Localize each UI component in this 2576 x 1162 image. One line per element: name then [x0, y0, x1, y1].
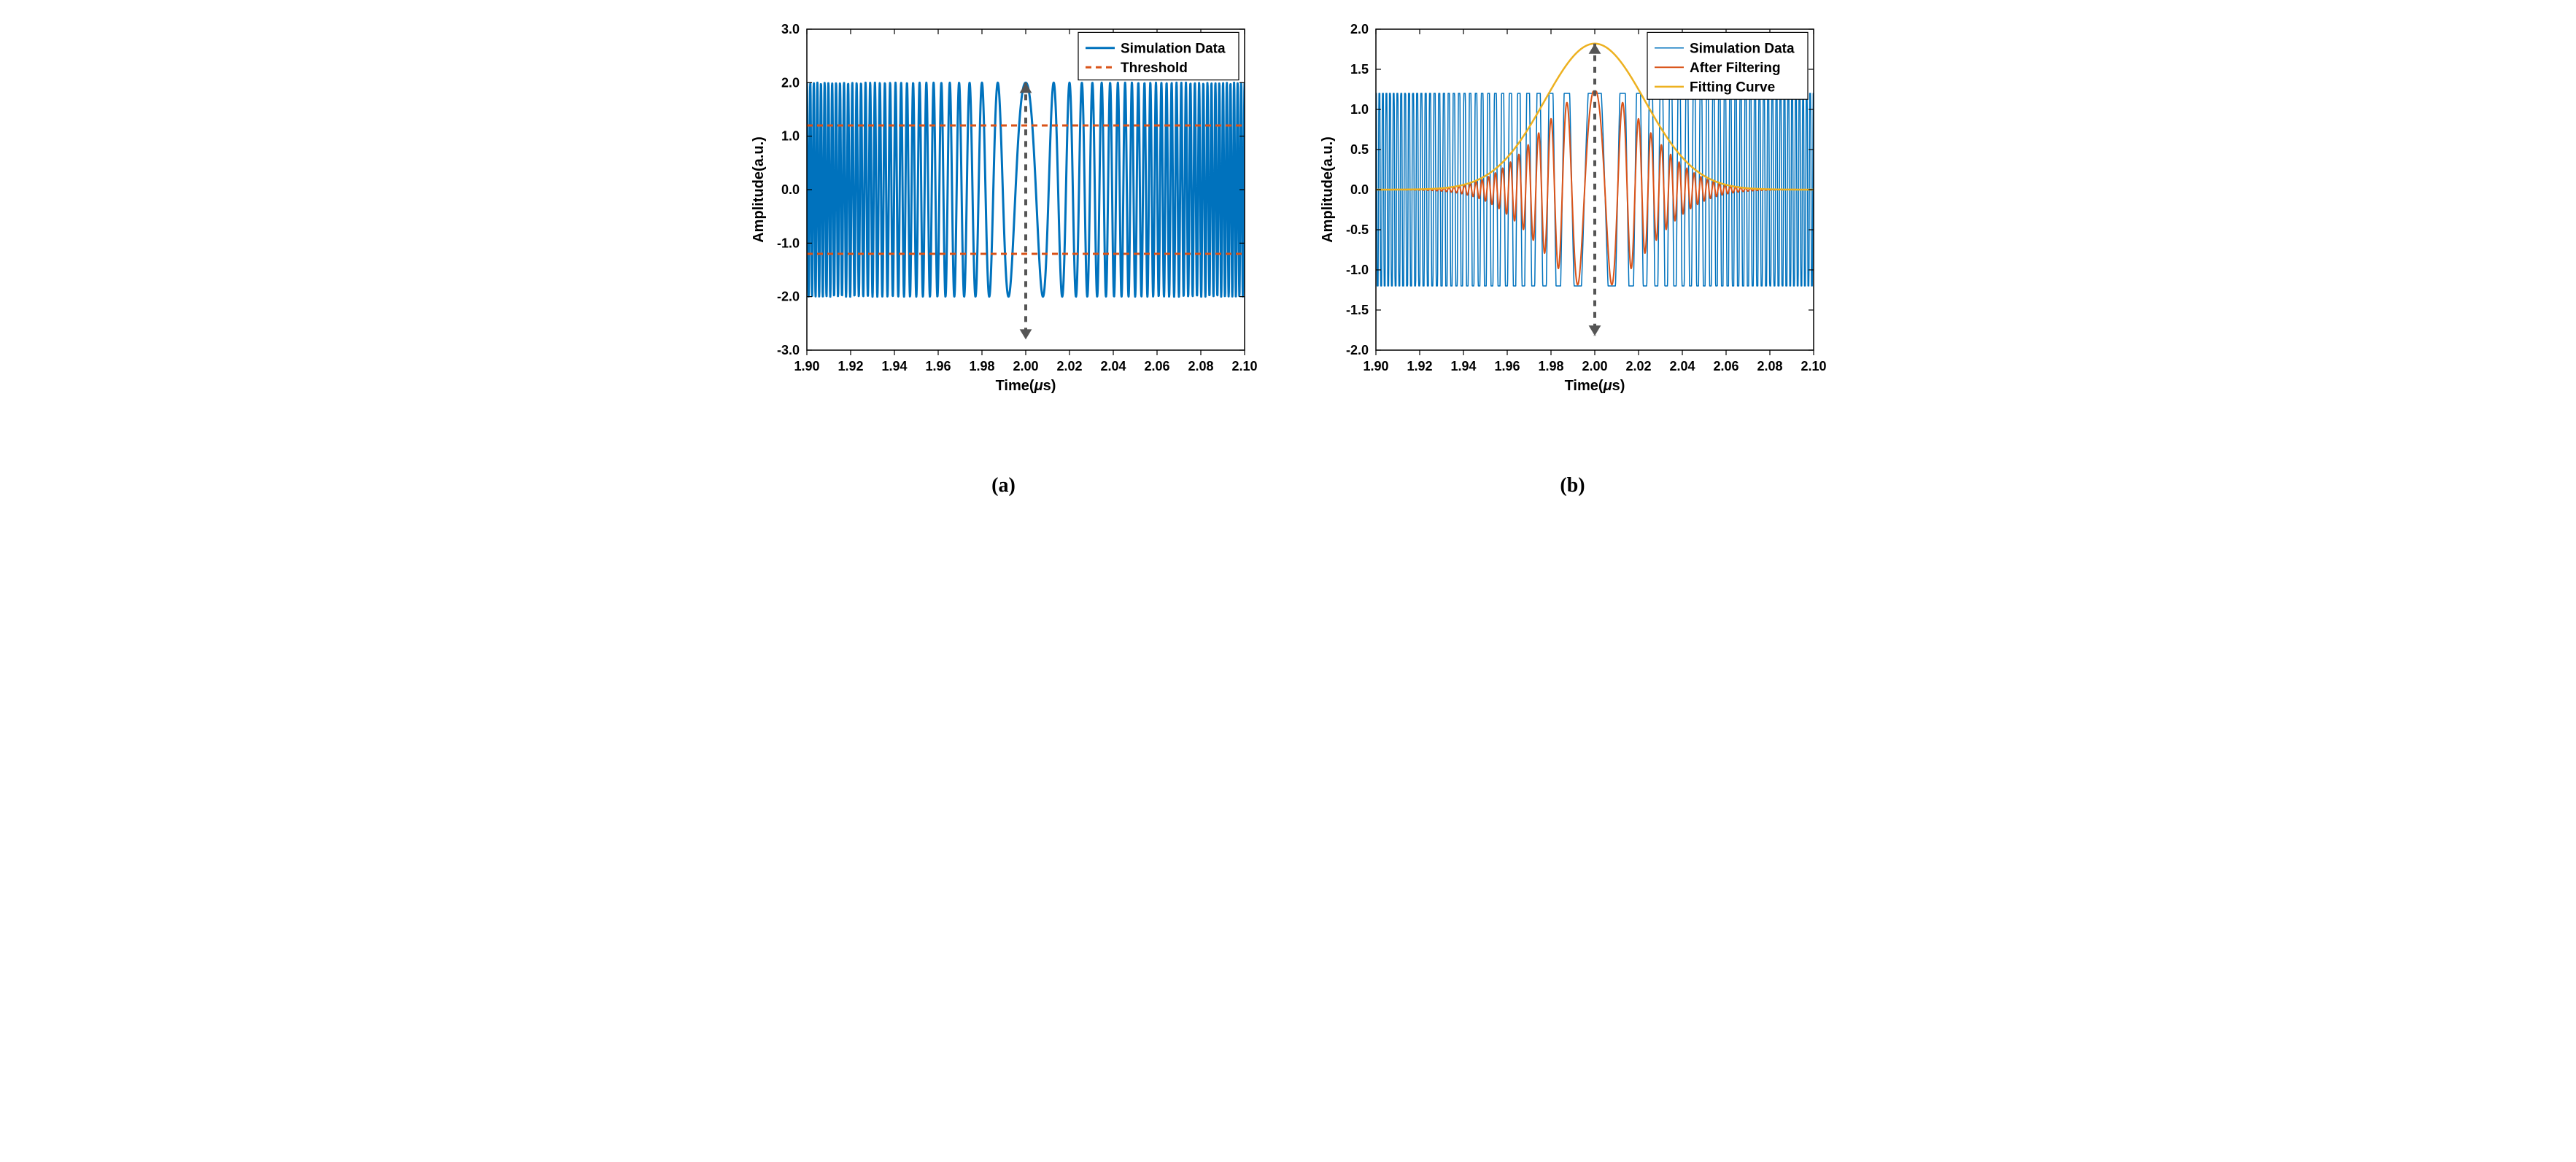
- svg-text:2.04: 2.04: [1100, 359, 1126, 373]
- subplot-label-a: (a): [991, 474, 1016, 497]
- svg-text:1.90: 1.90: [1363, 359, 1388, 373]
- svg-text:Simulation Data: Simulation Data: [1121, 41, 1226, 56]
- svg-text:-1.5: -1.5: [1345, 303, 1368, 317]
- svg-text:1.92: 1.92: [838, 359, 863, 373]
- svg-text:2.10: 2.10: [1231, 359, 1257, 373]
- svg-text:2.02: 2.02: [1625, 359, 1651, 373]
- svg-text:-1.0: -1.0: [776, 236, 799, 250]
- svg-text:2.02: 2.02: [1056, 359, 1082, 373]
- svg-text:0.0: 0.0: [781, 182, 799, 197]
- svg-text:2.08: 2.08: [1757, 359, 1782, 373]
- svg-text:1.5: 1.5: [1350, 62, 1368, 77]
- chart-a: 1.90 1.92 1.94 1.96 1.98 2.00 2.02 2.04 2.06 2.08…: [741, 15, 1266, 452]
- svg-text:1.90: 1.90: [794, 359, 819, 373]
- svg-text:Simulation Data: Simulation Data: [1690, 41, 1795, 56]
- svg-text:1.0: 1.0: [781, 129, 799, 144]
- svg-text:-3.0: -3.0: [776, 343, 799, 357]
- svg-text:Fitting Curve: Fitting Curve: [1690, 80, 1775, 96]
- panel-b: 1.90 1.92 1.94 1.96 1.98 2.00 2.02 2.04 2.06 2.08…: [1310, 15, 1836, 497]
- panel-a: 1.90 1.92 1.94 1.96 1.98 2.00 2.02 2.04 2.06 2.08…: [741, 15, 1266, 497]
- svg-text:-2.0: -2.0: [776, 290, 799, 304]
- svg-text:1.94: 1.94: [1450, 359, 1476, 373]
- svg-text:2.00: 2.00: [1013, 359, 1038, 373]
- svg-text:2.04: 2.04: [1669, 359, 1695, 373]
- svg-text:2.0: 2.0: [1350, 22, 1368, 36]
- svg-text:After Filtering: After Filtering: [1690, 61, 1781, 76]
- svg-text:2.10: 2.10: [1801, 359, 1826, 373]
- svg-text:0.0: 0.0: [1350, 182, 1368, 197]
- svg-text:2.08: 2.08: [1188, 359, 1213, 373]
- subplot-label-b: (b): [1560, 474, 1585, 497]
- svg-text:Amplitude(a.u.): Amplitude(a.u.): [1320, 136, 1336, 243]
- chart-b: 1.90 1.92 1.94 1.96 1.98 2.00 2.02 2.04 2.06 2.08…: [1310, 15, 1836, 452]
- svg-text:3.0: 3.0: [781, 22, 799, 36]
- svg-text:Amplitude(a.u.): Amplitude(a.u.): [751, 136, 767, 243]
- svg-text:Time(μs): Time(μs): [1564, 378, 1625, 394]
- svg-text:2.06: 2.06: [1713, 359, 1738, 373]
- svg-text:2.06: 2.06: [1144, 359, 1169, 373]
- svg-text:-1.0: -1.0: [1345, 263, 1368, 277]
- svg-text:2.0: 2.0: [781, 75, 799, 90]
- svg-text:-0.5: -0.5: [1345, 222, 1368, 237]
- svg-text:-2.0: -2.0: [1345, 343, 1368, 357]
- figure-container: 1.90 1.92 1.94 1.96 1.98 2.00 2.02 2.04 2.06 2.08…: [15, 15, 2561, 497]
- svg-text:1.98: 1.98: [969, 359, 994, 373]
- svg-text:Time(μs): Time(μs): [995, 378, 1056, 394]
- svg-text:1.0: 1.0: [1350, 102, 1368, 117]
- svg-text:0.5: 0.5: [1350, 142, 1368, 157]
- svg-text:1.98: 1.98: [1538, 359, 1563, 373]
- svg-text:1.96: 1.96: [1494, 359, 1520, 373]
- svg-text:1.96: 1.96: [925, 359, 951, 373]
- svg-text:Threshold: Threshold: [1121, 61, 1188, 76]
- svg-text:1.94: 1.94: [881, 359, 907, 373]
- svg-text:2.00: 2.00: [1582, 359, 1607, 373]
- svg-text:1.92: 1.92: [1407, 359, 1432, 373]
